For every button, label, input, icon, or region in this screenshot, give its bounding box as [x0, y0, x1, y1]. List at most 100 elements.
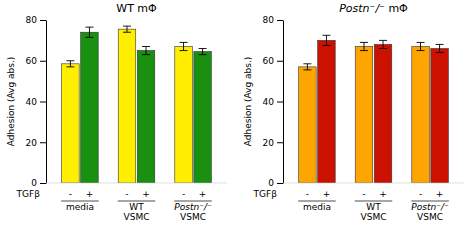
text-part: media	[303, 202, 331, 212]
title: Postn⁻/⁻ mΦ	[339, 2, 408, 15]
bar-series	[62, 26, 193, 183]
y-tick-label: 0	[268, 178, 274, 188]
bar	[299, 67, 317, 183]
bar	[81, 32, 99, 183]
error-bar	[142, 46, 150, 54]
panel: 0 20 40 60 80 Adhesion (Avg abs.) WT mΦ TGFβ - + m…	[6, 2, 227, 222]
y-tick: 80	[263, 15, 283, 25]
y-tick-label: 40	[263, 97, 275, 107]
title: WT mΦ	[116, 2, 157, 15]
text-part: Postn⁻/⁻	[339, 2, 385, 15]
category-label: media	[66, 202, 94, 212]
annotation: TGFβ	[253, 189, 278, 199]
error-bar-stem	[383, 40, 384, 48]
error-bar	[180, 42, 188, 50]
error-bar-cap	[379, 48, 387, 49]
error-bar-cap	[436, 44, 444, 45]
y-tick: 40	[263, 97, 283, 107]
y-axis-title: Adhesion (Avg abs.)	[243, 57, 253, 147]
bar-series	[318, 35, 449, 183]
category-label: WTVSMC	[361, 202, 387, 222]
error-bar-cap	[436, 52, 444, 53]
y-tick-label: 60	[263, 56, 275, 66]
error-bar-cap	[66, 66, 74, 67]
bar	[194, 52, 212, 183]
y-tick-label: 0	[31, 178, 37, 188]
error-bar-cap	[360, 42, 368, 43]
series-label: +	[86, 189, 94, 199]
error-bar-stem	[420, 42, 421, 50]
bar	[412, 46, 430, 183]
text-part: VSMC	[361, 212, 387, 222]
y-tick: 60	[26, 56, 46, 66]
y-tick-label: 20	[26, 138, 38, 148]
text-part: media	[66, 202, 94, 212]
y-tick-mark	[40, 102, 46, 103]
y-tick: 40	[26, 97, 46, 107]
error-bar-cap	[180, 42, 188, 43]
y-tick-mark	[277, 142, 283, 143]
bar-series	[81, 27, 212, 183]
text-part: WT	[116, 2, 134, 15]
error-bar-stem	[326, 35, 327, 45]
error-bar-cap	[142, 54, 150, 55]
error-bar-cap	[199, 54, 207, 55]
text-part: WT	[129, 202, 144, 212]
plot-area	[62, 26, 212, 183]
error-bar-cap	[85, 37, 93, 38]
error-bar-cap	[180, 50, 188, 51]
series-label: +	[323, 189, 331, 199]
bar	[118, 29, 136, 183]
text-part: mΦ	[137, 2, 157, 15]
text-part: VSMC	[180, 212, 206, 222]
bar	[137, 51, 155, 183]
error-bar	[303, 64, 311, 70]
error-bar-cap	[303, 69, 311, 70]
error-bar	[199, 49, 207, 55]
y-tick-mark	[277, 61, 283, 62]
error-bar-cap	[66, 60, 74, 61]
error-bar	[379, 40, 387, 48]
y-tick-mark	[277, 102, 283, 103]
error-bar-cap	[417, 42, 425, 43]
text-part: WT	[366, 202, 381, 212]
y-axis-title: Adhesion (Avg abs.)	[6, 57, 16, 147]
error-bar	[417, 42, 425, 50]
series-label: -	[306, 189, 309, 199]
text-part: Postn⁻/⁻	[174, 202, 212, 212]
y-tick-mark	[277, 20, 283, 21]
error-bar-cap	[322, 35, 330, 36]
y-tick-mark	[40, 20, 46, 21]
annotations: TGFβ-+media-+WTVSMC-+Postn⁻/⁻VSMC	[253, 189, 449, 223]
series-label: -	[182, 189, 185, 199]
y-tick-mark	[40, 142, 46, 143]
category-label: Postn⁻/⁻VSMC	[174, 202, 212, 222]
bar	[374, 44, 392, 183]
series-label: -	[125, 189, 128, 199]
y-tick-label: 80	[26, 15, 38, 25]
y-tick: 0	[31, 178, 46, 188]
error-bar-cap	[360, 50, 368, 51]
error-bar-stem	[202, 49, 203, 55]
y-tick: 80	[26, 15, 46, 25]
category-label: WTVSMC	[124, 202, 150, 222]
error-bar	[436, 44, 444, 52]
annotation: TGFβ	[16, 189, 41, 199]
text-part: VSMC	[124, 212, 150, 222]
bar	[318, 40, 336, 183]
y-tick: 20	[26, 138, 46, 148]
y-tick-mark	[277, 183, 283, 184]
error-bar-stem	[126, 26, 127, 32]
y-tick: 60	[263, 56, 283, 66]
error-bar	[85, 27, 93, 37]
y-tick: 20	[263, 138, 283, 148]
y-tick-mark	[40, 183, 46, 184]
category-label: Postn⁻/⁻VSMC	[411, 202, 449, 222]
error-bar-cap	[379, 40, 387, 41]
error-bar	[360, 42, 368, 50]
y-tick-label: 40	[26, 97, 38, 107]
series-label: -	[419, 189, 422, 199]
error-bar-stem	[89, 27, 90, 37]
error-bar	[123, 26, 131, 32]
y-axis: 0 20 40 60 80	[26, 15, 47, 188]
